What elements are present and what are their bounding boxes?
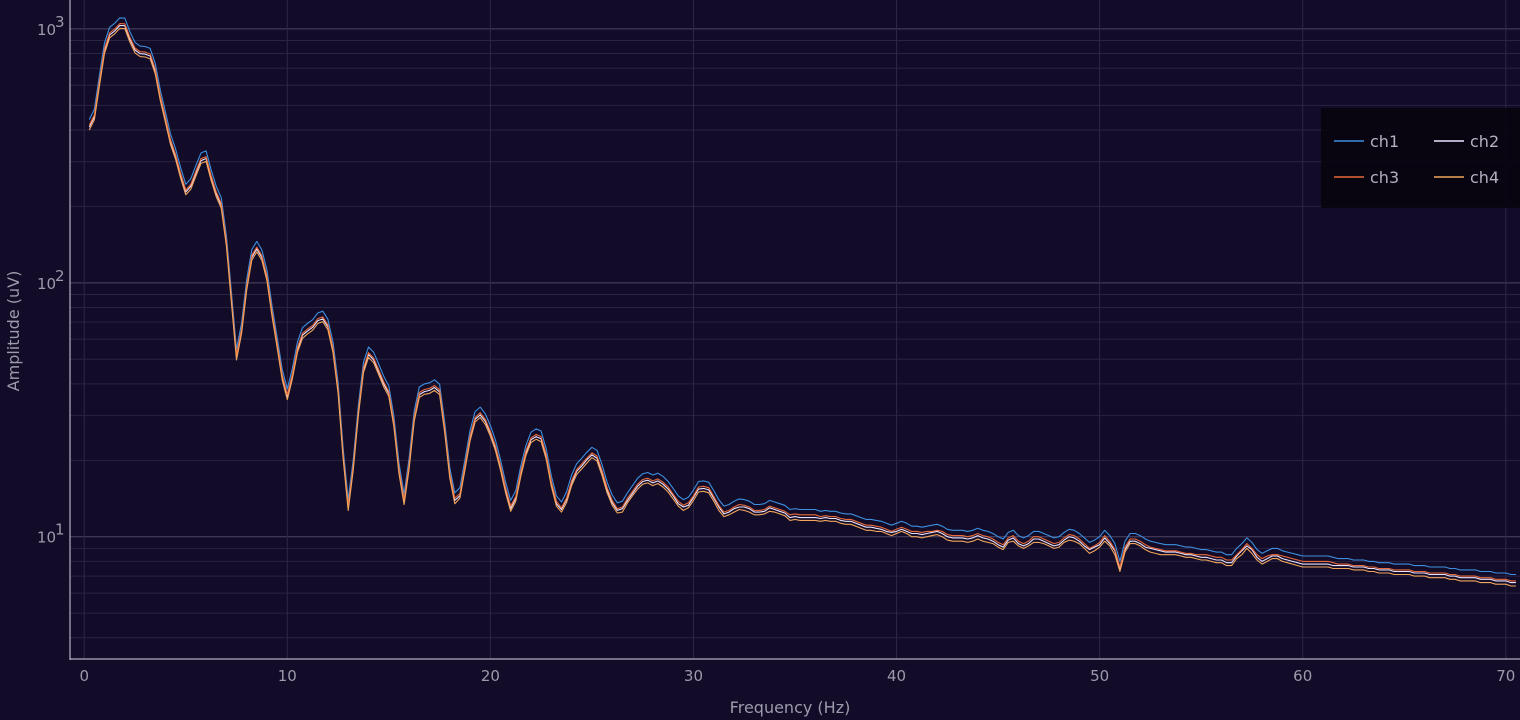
x-tick-label: 50 [1090,667,1109,685]
x-tick-label: 0 [79,667,89,685]
major-gridlines [70,0,1520,659]
legend-background [1321,108,1520,208]
y-tick-exponent: 3 [55,13,65,31]
y-axis-title: Amplitude (uV) [4,271,23,392]
legend-label-ch3: ch3 [1370,168,1399,187]
x-tick-label: 60 [1293,667,1312,685]
y-tick-exponent: 1 [55,521,65,539]
y-tick-label: 10 [37,275,56,293]
x-tick-label: 40 [887,667,906,685]
x-tick-label: 10 [278,667,297,685]
y-tick-label: 10 [37,21,56,39]
y-tick-label: 10 [37,529,56,547]
x-tick-labels: 0 10 20 30 40 50 60 70 [79,667,1515,685]
series-line-ch2 [88,24,1516,584]
series-line-ch3 [88,23,1516,582]
x-tick-label: 20 [481,667,500,685]
axes [69,0,1520,660]
minor-gridlines [70,40,1520,639]
x-tick-label: 70 [1496,667,1515,685]
legend-label-ch4: ch4 [1470,168,1499,187]
series-line-ch1 [88,17,1516,576]
x-axis-title: Frequency (Hz) [730,698,851,717]
series-lines [88,17,1516,587]
legend: ch1 ch2 ch3 ch4 [1321,108,1520,208]
legend-label-ch1: ch1 [1370,132,1399,151]
legend-label-ch2: ch2 [1470,132,1499,151]
y-tick-exponent: 2 [55,267,65,285]
x-tick-label: 30 [684,667,703,685]
series-line-ch4 [88,27,1516,587]
